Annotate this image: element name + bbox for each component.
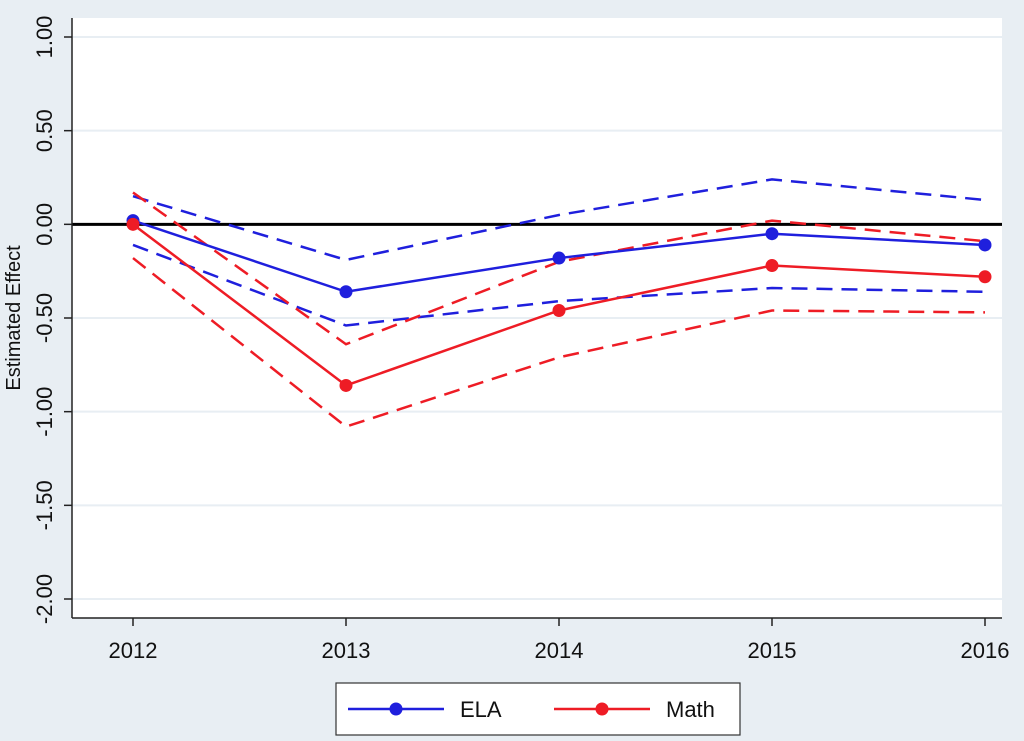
series-layer xyxy=(126,178,992,429)
math-point xyxy=(978,270,992,284)
x-tick-label: 2013 xyxy=(322,638,371,663)
series-ela-estimate xyxy=(126,214,992,299)
legend: ELA Math xyxy=(335,682,741,736)
legend-item-math: Math xyxy=(554,697,715,722)
y-tick-label: -0.50 xyxy=(32,293,57,343)
series-math-estimate xyxy=(126,217,992,392)
legend-items: ELA Math xyxy=(348,697,715,722)
x-tick-label: 2016 xyxy=(961,638,1010,663)
y-tick-label: 0.50 xyxy=(32,109,57,152)
series-ela xyxy=(132,178,986,327)
ela-ci-lower-line xyxy=(132,243,986,327)
math-point xyxy=(126,217,140,231)
math-ci-lower-line xyxy=(132,257,986,429)
ela-ci-upper-line xyxy=(132,178,986,262)
legend-item-ela: ELA xyxy=(348,697,502,722)
x-tick-label: 2014 xyxy=(535,638,584,663)
x-tick-label: 2015 xyxy=(748,638,797,663)
y-axis-ticks: 1.00 0.50 0.00 -0.50 -1.00 -1.50 -2.00 xyxy=(32,16,72,624)
y-tick-label: 0.00 xyxy=(32,203,57,246)
legend-marker-math xyxy=(595,702,609,716)
math-point xyxy=(765,259,779,273)
y-tick-label: 1.00 xyxy=(32,16,57,59)
math-point xyxy=(339,378,353,392)
y-axis-title: Estimated Effect xyxy=(3,245,25,391)
ela-point xyxy=(765,227,779,241)
math-point xyxy=(552,304,566,318)
legend-label-ela: ELA xyxy=(460,697,502,722)
y-tick-label: -1.50 xyxy=(32,480,57,530)
ela-point xyxy=(978,238,992,252)
legend-label-math: Math xyxy=(666,697,715,722)
legend-marker-ela xyxy=(389,702,403,716)
y-tick-label: -1.00 xyxy=(32,387,57,437)
y-tick-label: -2.00 xyxy=(32,574,57,624)
ela-point xyxy=(552,251,566,265)
x-tick-label: 2012 xyxy=(109,638,158,663)
ela-point xyxy=(339,285,353,299)
x-axis-ticks: 2012 2013 2014 2015 2016 xyxy=(109,618,1010,663)
